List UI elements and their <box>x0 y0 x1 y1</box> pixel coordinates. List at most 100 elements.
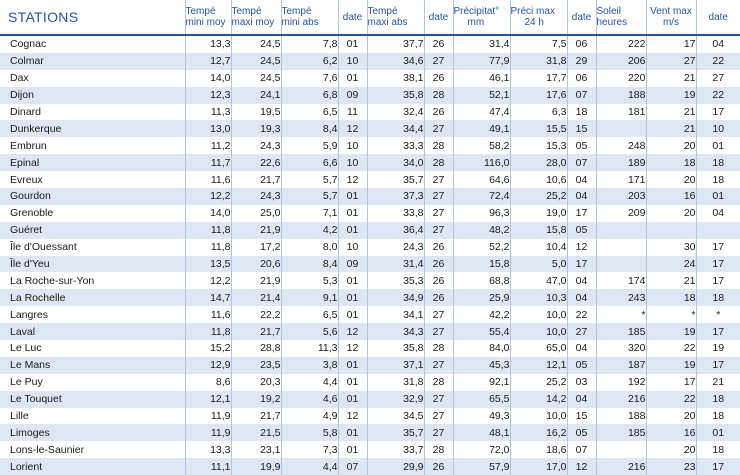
cell-preci-max-24h: 16,2 <box>510 424 568 442</box>
cell-wind-max: 20 <box>646 441 697 459</box>
cell-temp-maxi-abs: 34,0 <box>367 154 425 172</box>
cell-temp-maxi-moy: 19,5 <box>231 103 282 121</box>
cell-temp-maxi-moy: 21,5 <box>231 424 282 442</box>
cell-temp-maxi-moy: 24,5 <box>231 69 282 87</box>
cell-preci-max-24h: 31,8 <box>510 52 568 70</box>
cell-temp-maxi-moy: 19,2 <box>231 390 282 408</box>
cell-date-mini: 10 <box>338 52 368 70</box>
cell-date-mini: 01 <box>338 69 368 87</box>
table-row: Colmar 12,7 24,5 6,2 10 34,6 27 77,9 31,8 29 206 27… <box>0 52 740 70</box>
header-sublabel: 24 h <box>524 17 544 28</box>
cell-temp-maxi-abs: 38,1 <box>367 69 425 87</box>
cell-temp-maxi-moy: 28,8 <box>231 340 282 357</box>
cell-sunshine-hours: 209 <box>596 204 647 222</box>
cell-precipitation: 42,2 <box>453 306 511 324</box>
cell-wind-max: 19 <box>646 323 697 341</box>
cell-date-precip: 04 <box>567 390 597 408</box>
cell-precipitation: 31,4 <box>453 35 511 53</box>
cell-date-maxi: 27 <box>424 407 454 425</box>
header-date-2: date <box>424 0 454 36</box>
header-precipitation: Précipitat° mm <box>453 0 511 36</box>
cell-station-name: Le Luc <box>0 340 186 357</box>
cell-temp-mini-abs: 6,6 <box>281 154 339 172</box>
cell-temp-maxi-moy: 24,3 <box>231 137 282 155</box>
cell-date-mini: 12 <box>338 323 368 341</box>
cell-sunshine-hours: 216 <box>596 390 647 408</box>
cell-date-maxi: 26 <box>424 238 454 256</box>
cell-temp-maxi-abs: 33,3 <box>367 137 425 155</box>
cell-preci-max-24h: 6,3 <box>510 103 568 121</box>
cell-date-precip: 04 <box>567 171 597 189</box>
cell-date-mini: 01 <box>338 424 368 442</box>
cell-date-wind: 17 <box>696 255 740 273</box>
cell-date-wind: 17 <box>696 103 740 121</box>
cell-date-mini: 01 <box>338 204 368 222</box>
table-row: Le Puy 8,6 20,3 4,4 01 31,8 28 92,1 25,2 03 192 17 2… <box>0 373 740 391</box>
cell-precipitation: 68,8 <box>453 272 511 290</box>
cell-wind-max: 17 <box>646 373 697 391</box>
cell-sunshine-hours: 185 <box>596 424 647 442</box>
cell-temp-mini-abs: 4,6 <box>281 390 339 408</box>
cell-date-wind: 17 <box>696 323 740 341</box>
header-temp-mini-moy: Tempé mini moy <box>185 0 232 36</box>
table-row: Epinal 11,7 22,6 6,6 10 34,0 28 116,0 28,0 07 189 1… <box>0 154 740 172</box>
cell-date-precip: 27 <box>567 323 597 341</box>
cell-date-maxi: 27 <box>424 356 454 374</box>
cell-date-mini: 10 <box>338 238 368 256</box>
cell-wind-max: 21 <box>646 103 697 121</box>
cell-temp-maxi-moy: 20,3 <box>231 373 282 391</box>
cell-date-wind: * <box>696 306 740 324</box>
cell-station-name: Langres <box>0 306 186 324</box>
cell-precipitation: 77,9 <box>453 52 511 70</box>
cell-date-mini: 10 <box>338 137 368 155</box>
header-label: Tempé <box>367 6 398 17</box>
cell-temp-mini-moy: 11,2 <box>185 137 232 155</box>
cell-date-mini: 01 <box>338 35 368 53</box>
header-label: Tempé <box>281 6 312 17</box>
cell-date-maxi: 26 <box>424 272 454 290</box>
cell-date-precip: 18 <box>567 103 597 121</box>
cell-station-name: Evreux <box>0 171 186 189</box>
cell-date-wind: 17 <box>696 356 740 374</box>
cell-temp-mini-abs: 7,1 <box>281 204 339 222</box>
header-label: Soleil <box>596 6 621 17</box>
cell-preci-max-24h: 19,0 <box>510 204 568 222</box>
cell-temp-maxi-abs: 35,8 <box>367 340 425 357</box>
cell-date-mini: 01 <box>338 356 368 374</box>
cell-date-mini: 09 <box>338 255 368 273</box>
cell-temp-maxi-moy: 21,7 <box>231 407 282 425</box>
cell-precipitation: 15,8 <box>453 255 511 273</box>
cell-wind-max: 20 <box>646 171 697 189</box>
cell-temp-mini-abs: 8,4 <box>281 120 339 138</box>
cell-precipitation: 116,0 <box>453 154 511 172</box>
cell-preci-max-24h: 18,6 <box>510 441 568 459</box>
cell-temp-mini-abs: 4,2 <box>281 221 339 239</box>
table-row: Dinard 11,3 19,5 6,5 11 32,4 26 47,4 6,3 18 181 21 1… <box>0 103 740 121</box>
cell-date-maxi: 28 <box>424 441 454 459</box>
cell-precipitation: 49,1 <box>453 120 511 138</box>
cell-date-wind: 17 <box>696 272 740 290</box>
cell-station-name: Île d'Ouessant <box>0 238 186 256</box>
cell-preci-max-24h: 25,2 <box>510 373 568 391</box>
cell-date-precip: 05 <box>567 221 597 239</box>
table-row: Dax 14,0 24,5 7,6 01 38,1 26 46,1 17,7 06 220 21 27 <box>0 69 740 87</box>
cell-date-precip: 04 <box>567 340 597 357</box>
cell-wind-max: 18 <box>646 154 697 172</box>
header-sublabel: mini abs <box>281 17 319 28</box>
cell-temp-maxi-moy: 25,0 <box>231 204 282 222</box>
cell-date-precip: 15 <box>567 407 597 425</box>
cell-date-precip: 07 <box>567 441 597 459</box>
cell-preci-max-24h: 47,0 <box>510 272 568 290</box>
cell-date-maxi: 28 <box>424 373 454 391</box>
cell-date-maxi: 27 <box>424 424 454 442</box>
cell-temp-mini-abs: 9,1 <box>281 289 339 307</box>
cell-date-precip: 15 <box>567 120 597 138</box>
cell-temp-mini-abs: 6,5 <box>281 103 339 121</box>
cell-sunshine-hours: 189 <box>596 154 647 172</box>
cell-precipitation: 52,1 <box>453 86 511 104</box>
cell-wind-max: 24 <box>646 255 697 273</box>
cell-station-name: Guéret <box>0 221 186 239</box>
cell-temp-maxi-abs: 34,5 <box>367 407 425 425</box>
table-row: Lons-le-Saunier 13,3 23,1 7,3 01 33,7 28 72,0 18… <box>0 441 740 459</box>
